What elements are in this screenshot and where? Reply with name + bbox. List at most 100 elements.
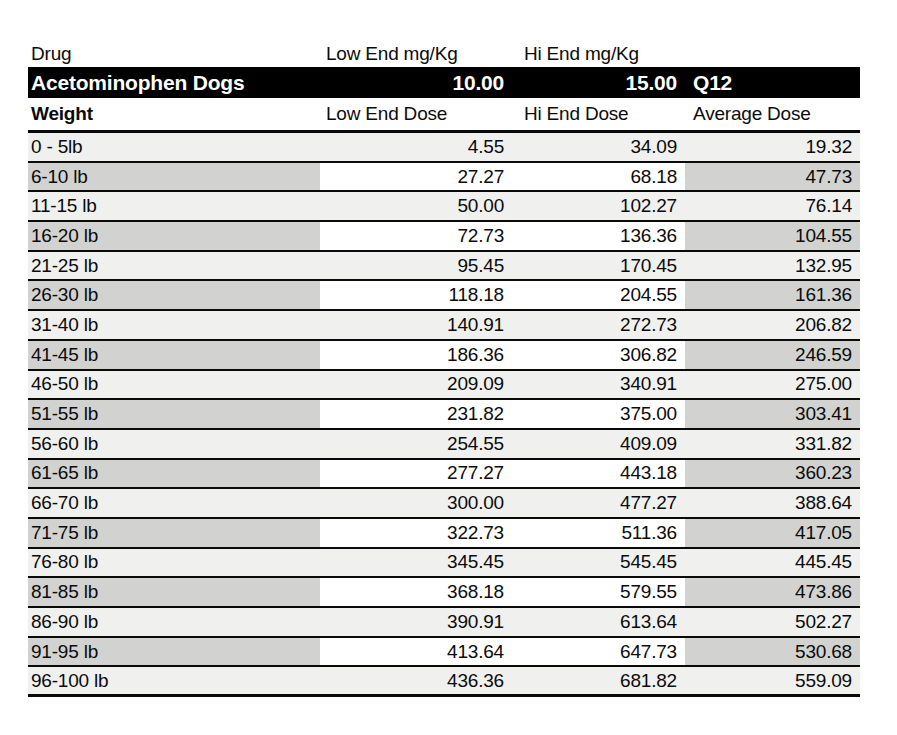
average-dose-cell: 275.00 bbox=[685, 371, 860, 399]
low-dose-cell: 322.73 bbox=[320, 519, 512, 547]
table-row: 86-90 lb 390.91 613.64 502.27 bbox=[28, 608, 860, 638]
table-row: 31-40 lb 140.91 272.73 206.82 bbox=[28, 311, 860, 341]
hi-dose-cell: 34.09 bbox=[512, 133, 685, 161]
low-dose-cell: 50.00 bbox=[320, 192, 512, 220]
weight-cell: 46-50 lb bbox=[28, 371, 320, 399]
low-dose-cell: 368.18 bbox=[320, 578, 512, 606]
drug-hi-end-mgkg-value: 15.00 bbox=[512, 67, 685, 98]
weight-cell: 61-65 lb bbox=[28, 460, 320, 488]
hi-dose-cell: 375.00 bbox=[512, 400, 685, 428]
weight-column-header: Weight bbox=[28, 98, 320, 130]
table-row: 11-15 lb 50.00 102.27 76.14 bbox=[28, 192, 860, 222]
weight-cell: 56-60 lb bbox=[28, 430, 320, 458]
table-row: 46-50 lb 209.09 340.91 275.00 bbox=[28, 371, 860, 401]
table-row: 81-85 lb 368.18 579.55 473.86 bbox=[28, 578, 860, 608]
hi-dose-cell: 477.27 bbox=[512, 489, 685, 517]
hi-dose-cell: 681.82 bbox=[512, 667, 685, 694]
average-dose-cell: 246.59 bbox=[685, 341, 860, 369]
hi-dose-cell: 579.55 bbox=[512, 578, 685, 606]
hi-dose-cell: 511.36 bbox=[512, 519, 685, 547]
low-dose-cell: 345.45 bbox=[320, 549, 512, 577]
drug-header-row: Drug Low End mg/Kg Hi End mg/Kg bbox=[28, 40, 860, 67]
weight-cell: 11-15 lb bbox=[28, 192, 320, 220]
weight-cell: 31-40 lb bbox=[28, 311, 320, 339]
table-row: 66-70 lb 300.00 477.27 388.64 bbox=[28, 489, 860, 519]
weight-cell: 91-95 lb bbox=[28, 638, 320, 666]
low-dose-cell: 95.45 bbox=[320, 252, 512, 280]
column-header-row: Weight Low End Dose Hi End Dose Average … bbox=[28, 98, 860, 133]
average-dose-cell: 360.23 bbox=[685, 460, 860, 488]
hi-dose-cell: 647.73 bbox=[512, 638, 685, 666]
low-dose-cell: 300.00 bbox=[320, 489, 512, 517]
hi-dose-cell: 340.91 bbox=[512, 371, 685, 399]
weight-cell: 86-90 lb bbox=[28, 608, 320, 636]
drug-low-end-mgkg-value: 10.00 bbox=[320, 67, 512, 98]
low-dose-cell: 277.27 bbox=[320, 460, 512, 488]
low-dose-cell: 4.55 bbox=[320, 133, 512, 161]
weight-cell: 81-85 lb bbox=[28, 578, 320, 606]
average-dose-cell: 206.82 bbox=[685, 311, 860, 339]
hi-dose-cell: 443.18 bbox=[512, 460, 685, 488]
hi-dose-cell: 272.73 bbox=[512, 311, 685, 339]
average-dose-cell: 473.86 bbox=[685, 578, 860, 606]
low-end-mgkg-label: Low End mg/Kg bbox=[320, 40, 512, 67]
low-dose-cell: 209.09 bbox=[320, 371, 512, 399]
low-dose-cell: 254.55 bbox=[320, 430, 512, 458]
weight-cell: 41-45 lb bbox=[28, 341, 320, 369]
weight-cell: 51-55 lb bbox=[28, 400, 320, 428]
low-dose-cell: 72.73 bbox=[320, 222, 512, 250]
table-row: 16-20 lb 72.73 136.36 104.55 bbox=[28, 222, 860, 252]
average-dose-cell: 132.95 bbox=[685, 252, 860, 280]
low-dose-cell: 413.64 bbox=[320, 638, 512, 666]
weight-cell: 6-10 lb bbox=[28, 163, 320, 191]
hi-end-dose-column-header: Hi End Dose bbox=[512, 98, 685, 130]
average-dose-cell: 47.73 bbox=[685, 163, 860, 191]
weight-cell: 96-100 lb bbox=[28, 667, 320, 694]
hi-dose-cell: 613.64 bbox=[512, 608, 685, 636]
average-dose-cell: 445.45 bbox=[685, 549, 860, 577]
drug-header-spacer bbox=[685, 40, 860, 67]
average-dose-cell: 104.55 bbox=[685, 222, 860, 250]
hi-dose-cell: 68.18 bbox=[512, 163, 685, 191]
weight-cell: 16-20 lb bbox=[28, 222, 320, 250]
low-dose-cell: 27.27 bbox=[320, 163, 512, 191]
drug-name: Acetominophen Dogs bbox=[28, 67, 320, 98]
hi-dose-cell: 102.27 bbox=[512, 192, 685, 220]
low-dose-cell: 390.91 bbox=[320, 608, 512, 636]
average-dose-cell: 530.68 bbox=[685, 638, 860, 666]
hi-dose-cell: 204.55 bbox=[512, 281, 685, 309]
table-row: 91-95 lb 413.64 647.73 530.68 bbox=[28, 638, 860, 668]
weight-cell: 66-70 lb bbox=[28, 489, 320, 517]
drug-banner-row: Acetominophen Dogs 10.00 15.00 Q12 bbox=[28, 67, 860, 98]
low-dose-cell: 140.91 bbox=[320, 311, 512, 339]
table-row: 6-10 lb 27.27 68.18 47.73 bbox=[28, 163, 860, 193]
weight-cell: 21-25 lb bbox=[28, 252, 320, 280]
table-row: 56-60 lb 254.55 409.09 331.82 bbox=[28, 430, 860, 460]
hi-dose-cell: 136.36 bbox=[512, 222, 685, 250]
table-row: 76-80 lb 345.45 545.45 445.45 bbox=[28, 549, 860, 579]
weight-cell: 26-30 lb bbox=[28, 281, 320, 309]
low-end-dose-column-header: Low End Dose bbox=[320, 98, 512, 130]
table-row: 96-100 lb 436.36 681.82 559.09 bbox=[28, 667, 860, 697]
weight-cell: 76-80 lb bbox=[28, 549, 320, 577]
low-dose-cell: 186.36 bbox=[320, 341, 512, 369]
hi-dose-cell: 170.45 bbox=[512, 252, 685, 280]
average-dose-cell: 303.41 bbox=[685, 400, 860, 428]
hi-dose-cell: 409.09 bbox=[512, 430, 685, 458]
average-dose-column-header: Average Dose bbox=[685, 98, 860, 130]
low-dose-cell: 231.82 bbox=[320, 400, 512, 428]
hi-dose-cell: 545.45 bbox=[512, 549, 685, 577]
average-dose-cell: 388.64 bbox=[685, 489, 860, 517]
low-dose-cell: 436.36 bbox=[320, 667, 512, 694]
drug-frequency: Q12 bbox=[685, 67, 860, 98]
average-dose-cell: 19.32 bbox=[685, 133, 860, 161]
low-dose-cell: 118.18 bbox=[320, 281, 512, 309]
hi-dose-cell: 306.82 bbox=[512, 341, 685, 369]
table-row: 51-55 lb 231.82 375.00 303.41 bbox=[28, 400, 860, 430]
weight-rows: 0 - 5lb 4.55 34.09 19.32 6-10 lb 27.27 6… bbox=[28, 133, 860, 697]
table-row: 0 - 5lb 4.55 34.09 19.32 bbox=[28, 133, 860, 163]
drug-column-label: Drug bbox=[28, 40, 320, 67]
weight-cell: 71-75 lb bbox=[28, 519, 320, 547]
table-row: 21-25 lb 95.45 170.45 132.95 bbox=[28, 252, 860, 282]
hi-end-mgkg-label: Hi End mg/Kg bbox=[512, 40, 685, 67]
